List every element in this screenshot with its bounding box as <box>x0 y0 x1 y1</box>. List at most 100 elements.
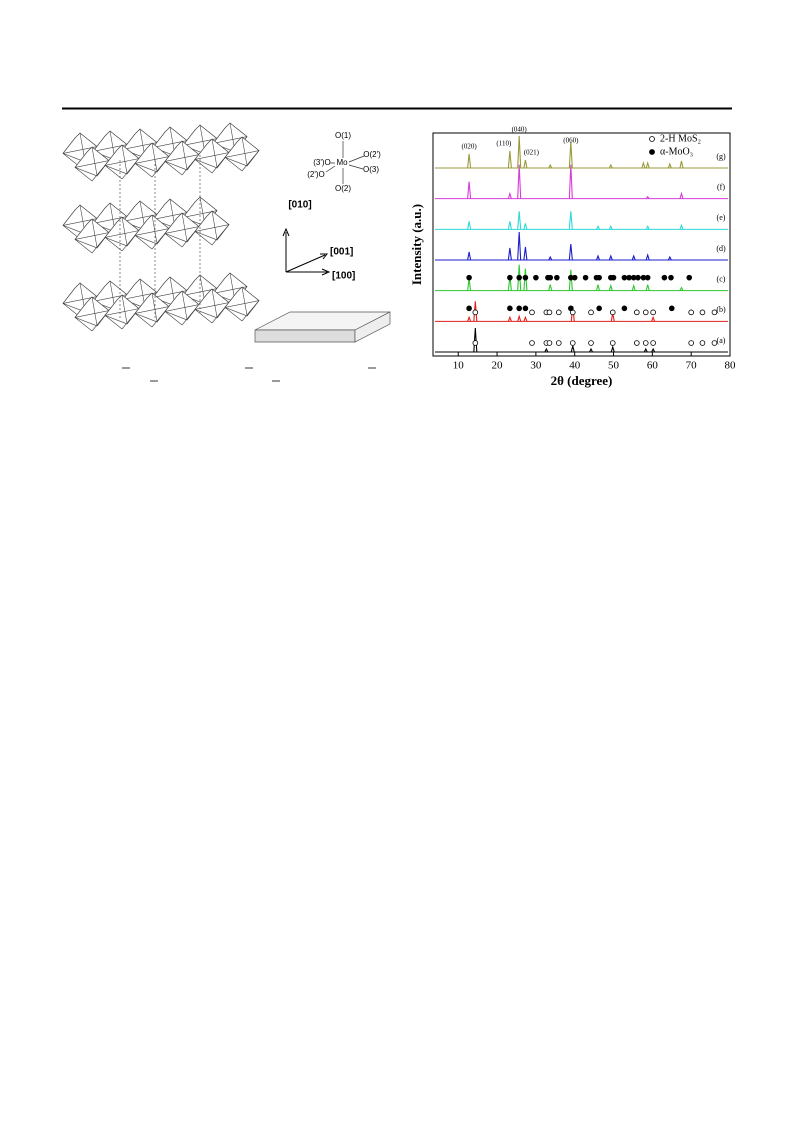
open-marker <box>569 340 576 346</box>
atom-label: O(3) <box>363 165 379 174</box>
peak <box>548 284 553 291</box>
octahedron-edge <box>104 294 140 330</box>
octahedron-edge <box>194 210 230 246</box>
octahedron-edge <box>194 288 230 324</box>
peak <box>473 327 478 353</box>
x-tick-label: 10 <box>453 360 465 372</box>
open-marker <box>588 309 594 316</box>
peak <box>651 315 656 322</box>
filled-marker <box>686 274 693 281</box>
open-marker <box>546 340 553 346</box>
octahedron-edge <box>182 196 218 232</box>
filled-marker <box>516 274 522 281</box>
open-marker <box>555 340 562 346</box>
filled-marker <box>507 305 513 312</box>
atom-label: (2')O <box>307 170 325 179</box>
open-marker <box>688 309 694 316</box>
peak <box>467 251 472 261</box>
filled-marker <box>547 274 554 281</box>
peak <box>631 283 636 291</box>
octahedron-edge <box>134 292 170 328</box>
filled-marker <box>571 274 578 281</box>
octahedron <box>104 216 140 247</box>
peak <box>645 253 650 261</box>
peak <box>517 135 522 169</box>
direction-arrows <box>282 227 331 276</box>
peak <box>517 211 522 230</box>
filled-marker <box>644 274 651 281</box>
peak <box>517 314 522 322</box>
octahedron-edge <box>92 202 128 238</box>
open-marker <box>711 309 718 316</box>
filled-marker <box>466 274 472 281</box>
slab-front <box>254 329 356 343</box>
peak <box>467 315 472 322</box>
open-marker <box>555 309 562 316</box>
peak <box>544 347 549 353</box>
octahedron-edge <box>134 142 170 178</box>
filled-marker <box>466 305 472 312</box>
open-marker <box>711 340 718 346</box>
octahedron-edge <box>152 126 188 162</box>
peak <box>467 181 472 199</box>
filled-marker <box>568 305 574 312</box>
xrd-chart: 10 20 30 40 50 60 70 80 2θ (degree) Intensity (a.… <box>409 126 736 388</box>
peak <box>507 221 512 230</box>
octahedron-edge <box>194 138 230 174</box>
series-label: (b) <box>716 305 726 314</box>
x-tick-label: 20 <box>492 360 504 372</box>
x-tick-label: 80 <box>725 360 737 372</box>
octahedron <box>164 290 200 321</box>
octahedron <box>104 294 140 325</box>
peak <box>679 191 684 199</box>
octahedron-edge <box>104 144 140 180</box>
octahedron-edge <box>212 122 248 158</box>
octahedron <box>134 142 170 173</box>
open-marker <box>650 309 656 316</box>
peak <box>517 264 522 291</box>
filled-marker <box>668 274 674 281</box>
filled-marker <box>582 274 589 281</box>
peak <box>548 255 553 261</box>
octahedron-edge <box>122 128 158 164</box>
octahedron <box>164 140 200 171</box>
open-marker <box>546 309 553 316</box>
series-label: (e) <box>717 213 726 222</box>
x-tick-label: 60 <box>647 360 659 372</box>
octahedron-edge <box>104 216 140 252</box>
octahedron-edge <box>122 200 158 236</box>
octahedron-edge <box>62 204 98 240</box>
octahedron <box>194 288 230 319</box>
peak <box>568 269 573 291</box>
open-marker <box>642 340 649 346</box>
bond-lines <box>325 141 365 184</box>
peak-index: (021) <box>524 149 540 157</box>
peak-index: (040) <box>512 126 528 134</box>
peak <box>568 243 573 261</box>
direction-label: [100] <box>332 271 355 282</box>
open-marker <box>588 340 594 346</box>
octahedron <box>104 144 140 175</box>
legend-label: α-MoO₃ <box>660 146 693 157</box>
filled-marker <box>522 305 529 312</box>
peak <box>608 254 613 261</box>
series-label: (d) <box>716 244 726 253</box>
open-marker <box>699 309 706 316</box>
x-tick-label: 50 <box>608 360 620 372</box>
octahedron-edge <box>182 124 218 160</box>
peak <box>631 254 636 261</box>
direction-label: [001] <box>330 247 353 258</box>
peak <box>679 286 684 291</box>
octahedron-edge <box>134 214 170 250</box>
peak <box>645 161 650 169</box>
peak <box>608 225 613 230</box>
open-marker <box>634 340 640 346</box>
filled-marker <box>554 274 560 281</box>
peak <box>523 223 528 230</box>
peak <box>523 246 528 261</box>
peak <box>643 347 648 353</box>
octahedron <box>74 296 110 327</box>
open-marker <box>642 309 649 316</box>
octahedron <box>194 210 230 241</box>
